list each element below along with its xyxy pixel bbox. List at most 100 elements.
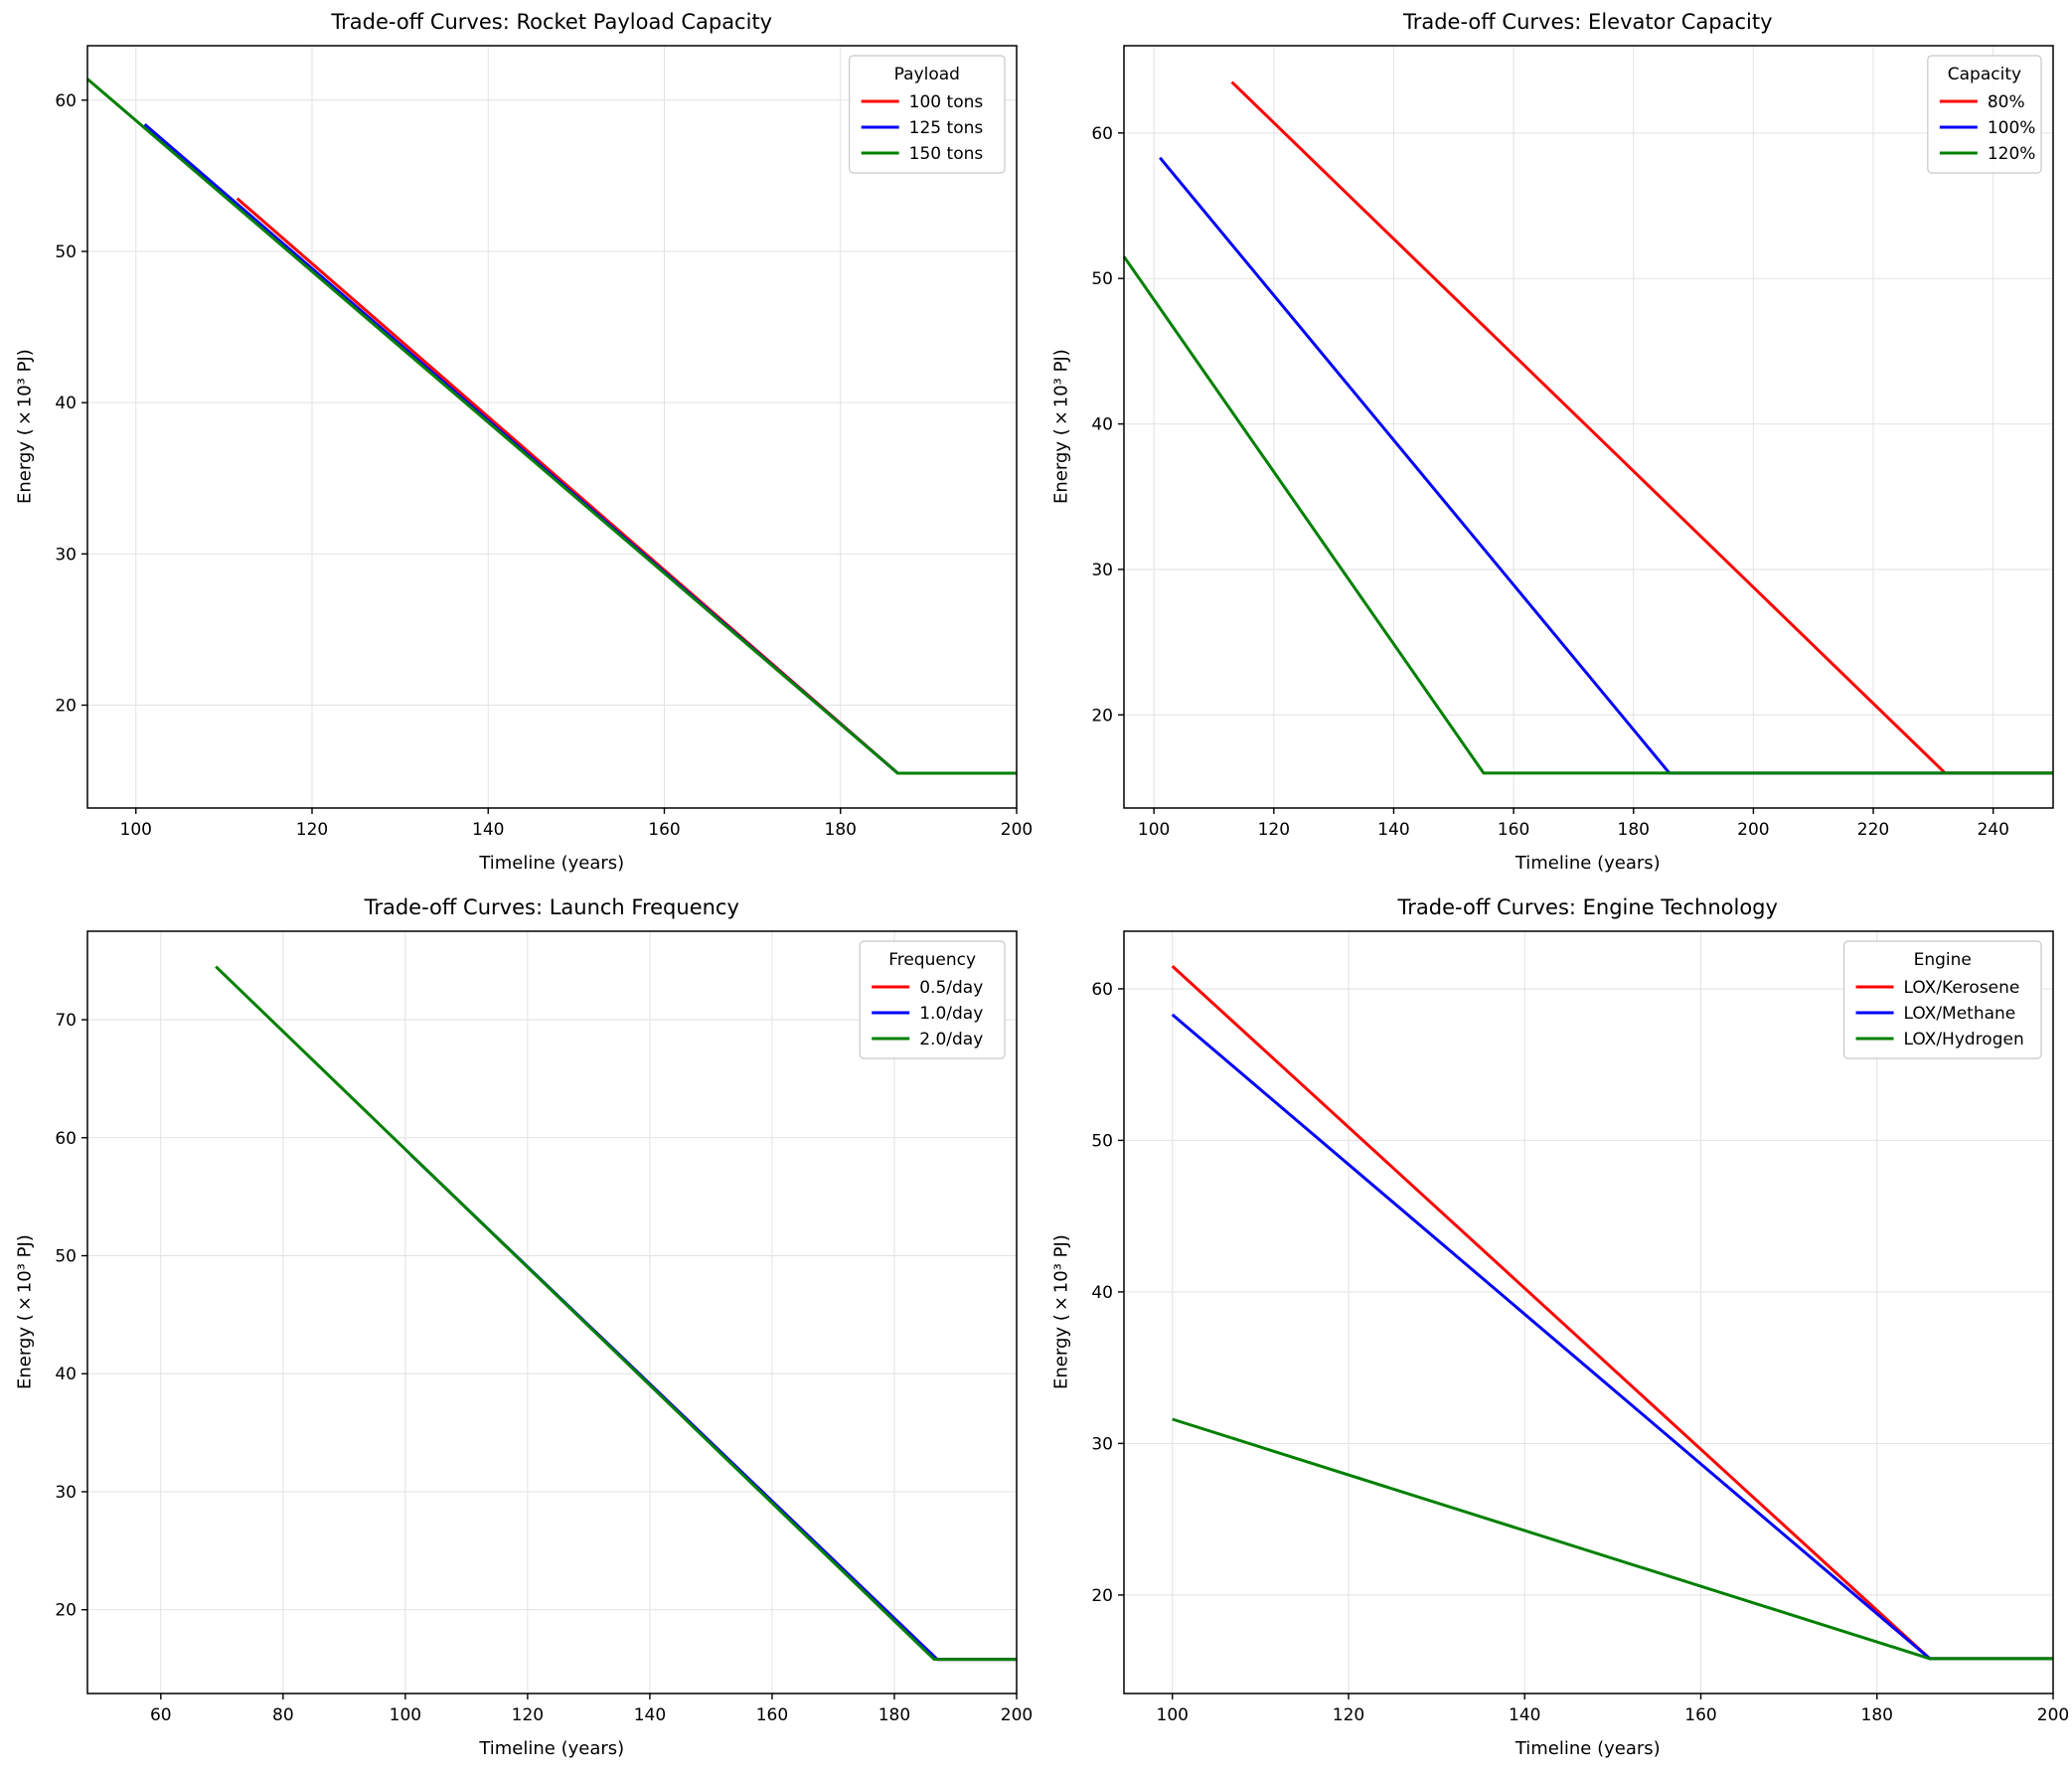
axis-ticks — [81, 100, 1017, 814]
series-line — [145, 124, 1017, 773]
x-tick-label: 140 — [634, 1705, 666, 1725]
x-tick-label: 200 — [1001, 1705, 1033, 1725]
legend-title: Engine — [1913, 950, 1971, 970]
series-line — [411, 1156, 1017, 1660]
y-tick-label: 20 — [1091, 706, 1113, 726]
series-lines — [1124, 82, 2053, 773]
series-line — [238, 199, 1017, 773]
x-tick-label: 120 — [512, 1705, 544, 1725]
legend-title: Payload — [894, 65, 960, 84]
y-tick-label: 50 — [1091, 1131, 1113, 1151]
legend-label: 80% — [1987, 92, 2024, 112]
legend: Frequency 0.5/day 1.0/day 2.0/day — [860, 941, 1005, 1058]
legend-label: 120% — [1987, 144, 2035, 164]
legend-label: LOX/Hydrogen — [1903, 1030, 2023, 1049]
axis-ticks — [1118, 133, 1993, 814]
chart-canvas: 100 120 140 160 180 200 20 30 40 50 60 Engine LOX/Ke… — [1036, 886, 2072, 1771]
legend-label: 100% — [1987, 118, 2035, 138]
x-tick-label: 200 — [1737, 820, 1769, 840]
y-tick-label: 60 — [1091, 980, 1113, 1000]
legend-label: 125 tons — [909, 118, 984, 138]
legend-label: 2.0/day — [919, 1030, 983, 1049]
x-tick-label: 180 — [1860, 1705, 1892, 1725]
x-tick-label: 100 — [1137, 820, 1169, 840]
x-tick-label: 240 — [1977, 820, 2008, 840]
y-tick-label: 40 — [55, 394, 77, 413]
series-line — [1231, 82, 2052, 773]
legend: Engine LOX/Kerosene LOX/Methane LOX/Hydroge… — [1843, 941, 2040, 1058]
y-tick-label: 50 — [1091, 269, 1113, 289]
series-line — [1172, 1419, 2052, 1659]
x-tick-label: 160 — [1497, 820, 1528, 840]
legend-label: 1.0/day — [919, 1004, 983, 1024]
y-tick-label: 30 — [55, 545, 77, 565]
x-tick-label: 140 — [472, 820, 504, 840]
plot-area: 60 80 100 120 140 160 180 200 20 30 40 50 60 70 Freque… — [0, 886, 1036, 1771]
subplot-rocket-payload-capacity: Trade-off Curves: Rocket Payload Capacit… — [0, 0, 1036, 886]
series-lines — [1172, 966, 2052, 1659]
plot-area: 100 120 140 160 180 200 20 30 40 50 60 Engine LOX/Ke… — [1036, 886, 2072, 1771]
series-lines — [87, 80, 1017, 774]
y-tick-label: 60 — [1091, 124, 1113, 144]
x-tick-label: 80 — [272, 1705, 294, 1725]
y-tick-label: 20 — [55, 697, 77, 717]
y-tick-label: 20 — [55, 1601, 77, 1621]
y-tick-label: 40 — [1091, 415, 1113, 435]
y-tick-label: 40 — [55, 1365, 77, 1384]
legend-title: Capacity — [1947, 65, 2020, 84]
x-tick-label: 180 — [825, 820, 857, 840]
legend-label: LOX/Kerosene — [1903, 978, 2019, 998]
y-tick-label: 60 — [55, 1129, 77, 1149]
legend-label: 100 tons — [909, 92, 984, 112]
subplot-engine-technology: Trade-off Curves: Engine Technology Ener… — [1036, 886, 2072, 1771]
x-tick-label: 120 — [1257, 820, 1289, 840]
y-tick-label: 30 — [1091, 1434, 1113, 1454]
legend-label: LOX/Methane — [1903, 1004, 2015, 1024]
x-tick-label: 100 — [120, 820, 152, 840]
x-tick-label: 220 — [1856, 820, 1888, 840]
x-tick-label: 180 — [878, 1705, 910, 1725]
x-tick-label: 120 — [1332, 1705, 1363, 1725]
subplot-launch-frequency: Trade-off Curves: Launch Frequency Energ… — [0, 886, 1036, 1771]
x-tick-label: 140 — [1377, 820, 1409, 840]
x-tick-label: 140 — [1509, 1705, 1540, 1725]
tick-labels: 60 80 100 120 140 160 180 200 20 30 40 50 60 70 — [55, 1011, 1033, 1725]
series-lines — [216, 967, 1017, 1660]
legend: Payload 100 tons 125 tons 150 tons — [850, 56, 1005, 173]
y-tick-label: 50 — [55, 242, 77, 262]
subplot-elevator-capacity: Trade-off Curves: Elevator Capacity Ener… — [1036, 0, 2072, 886]
series-line — [216, 967, 1017, 1660]
series-line — [1124, 256, 2053, 773]
legend: Capacity 80% 100% 120% — [1927, 56, 2040, 173]
tick-labels: 100 120 140 160 180 200 20 30 40 50 60 — [1091, 980, 2069, 1725]
y-tick-label: 40 — [1091, 1283, 1113, 1303]
legend-title: Frequency — [888, 950, 976, 970]
x-tick-label: 100 — [1156, 1705, 1188, 1725]
y-tick-label: 30 — [1091, 561, 1113, 580]
y-tick-label: 70 — [55, 1011, 77, 1031]
axis-ticks — [81, 1020, 1017, 1699]
legend-label: 150 tons — [909, 144, 984, 164]
x-tick-label: 160 — [648, 820, 680, 840]
x-tick-label: 100 — [390, 1705, 421, 1725]
x-tick-label: 200 — [1001, 820, 1033, 840]
y-tick-label: 50 — [55, 1247, 77, 1267]
legend-label: 0.5/day — [919, 978, 983, 998]
y-tick-label: 20 — [1091, 1586, 1113, 1606]
chart-canvas: 60 80 100 120 140 160 180 200 20 30 40 50 60 70 Freque… — [0, 886, 1036, 1771]
x-tick-label: 120 — [296, 820, 328, 840]
series-line — [1172, 1015, 2052, 1659]
x-tick-label: 160 — [1684, 1705, 1716, 1725]
series-line — [87, 80, 1017, 774]
x-tick-label: 160 — [756, 1705, 788, 1725]
x-tick-label: 200 — [2036, 1705, 2068, 1725]
series-line — [1172, 966, 2052, 1659]
x-tick-label: 60 — [150, 1705, 172, 1725]
y-tick-label: 30 — [55, 1483, 77, 1503]
